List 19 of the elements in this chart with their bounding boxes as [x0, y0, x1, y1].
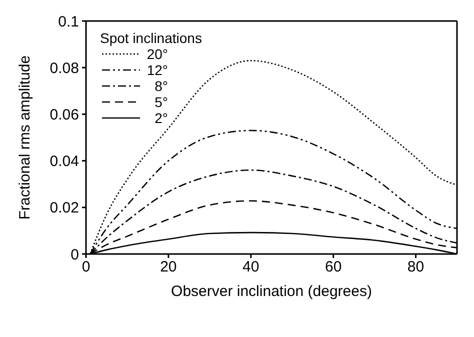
- y-tick-label: 0: [70, 246, 79, 264]
- legend-label: 20°: [146, 46, 168, 62]
- y-tick-label: 0.1: [58, 13, 79, 30]
- y-tick-label: 0.02: [50, 200, 79, 217]
- y-tick-label: 0.08: [50, 60, 79, 77]
- x-tick-label: 60: [324, 258, 342, 276]
- legend-label: 2°: [154, 110, 168, 126]
- y-tick-label: 0.06: [50, 106, 79, 124]
- x-tick-label: 20: [160, 258, 177, 276]
- x-axis-title: Observer inclination (degrees): [171, 283, 372, 300]
- x-tick-label: 40: [242, 258, 260, 276]
- legend-label: 5°: [154, 94, 168, 110]
- y-axis-title: Fractional rms amplitude: [16, 55, 34, 220]
- x-tick-label: 80: [407, 258, 424, 276]
- y-tick-label: 0.04: [50, 153, 79, 170]
- legend-title: Spot inclinations: [100, 30, 202, 46]
- legend-label: 8°: [154, 78, 168, 94]
- legend-label: 12°: [146, 62, 168, 78]
- x-tick-label: 0: [82, 258, 90, 276]
